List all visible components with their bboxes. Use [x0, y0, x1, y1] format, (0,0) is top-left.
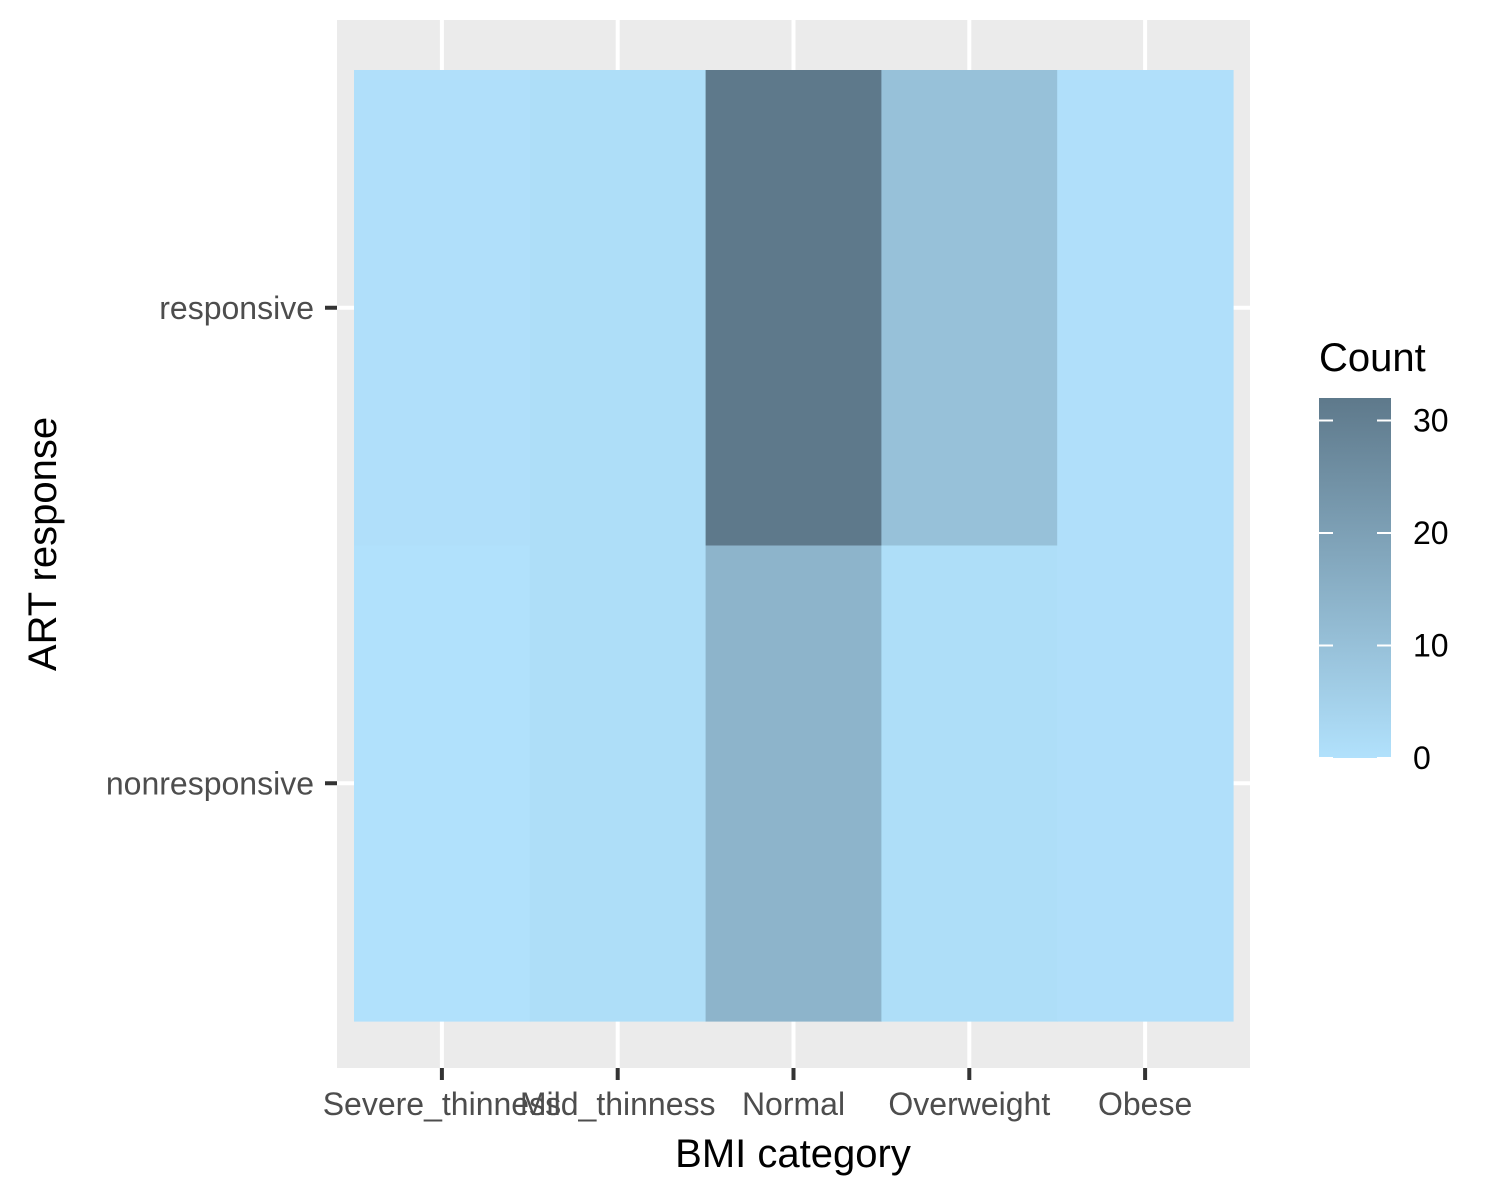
x-tick-label: Overweight — [888, 1086, 1050, 1122]
heatmap-cell — [1057, 70, 1234, 547]
y-axis-title: ART response — [21, 417, 65, 671]
y-tick-label: nonresponsive — [106, 765, 314, 801]
legend-tick-label: 0 — [1413, 740, 1431, 776]
y-axis: nonresponsive responsive — [106, 290, 337, 801]
heatmap-cell — [354, 70, 531, 547]
heatmap-cell — [354, 545, 531, 1022]
legend-title: Count — [1319, 336, 1426, 380]
color-legend: Count 0 10 20 30 — [1319, 336, 1449, 776]
heatmap-cell — [705, 545, 882, 1022]
heatmap-cell — [705, 70, 882, 547]
legend-tick-label: 10 — [1413, 628, 1449, 664]
x-tick-label: Mild_thinness — [520, 1086, 716, 1122]
x-axis-title: BMI category — [675, 1132, 911, 1176]
legend-colorbar — [1319, 398, 1391, 758]
x-tick-label: Severe_thinness — [323, 1086, 561, 1122]
y-tick-label: responsive — [159, 290, 314, 326]
x-tick-label: Normal — [742, 1086, 845, 1122]
heatmap-cell — [881, 70, 1058, 547]
heatmap-cell — [529, 545, 707, 1022]
heatmap-cell — [529, 70, 707, 547]
legend-tick-label: 30 — [1413, 403, 1449, 439]
heatmap-cell — [881, 545, 1058, 1022]
heatmap-cell — [1057, 545, 1234, 1022]
heatmap-cells — [354, 70, 1234, 1022]
x-tick-label: Obese — [1098, 1086, 1192, 1122]
legend-tick-label: 20 — [1413, 515, 1449, 551]
